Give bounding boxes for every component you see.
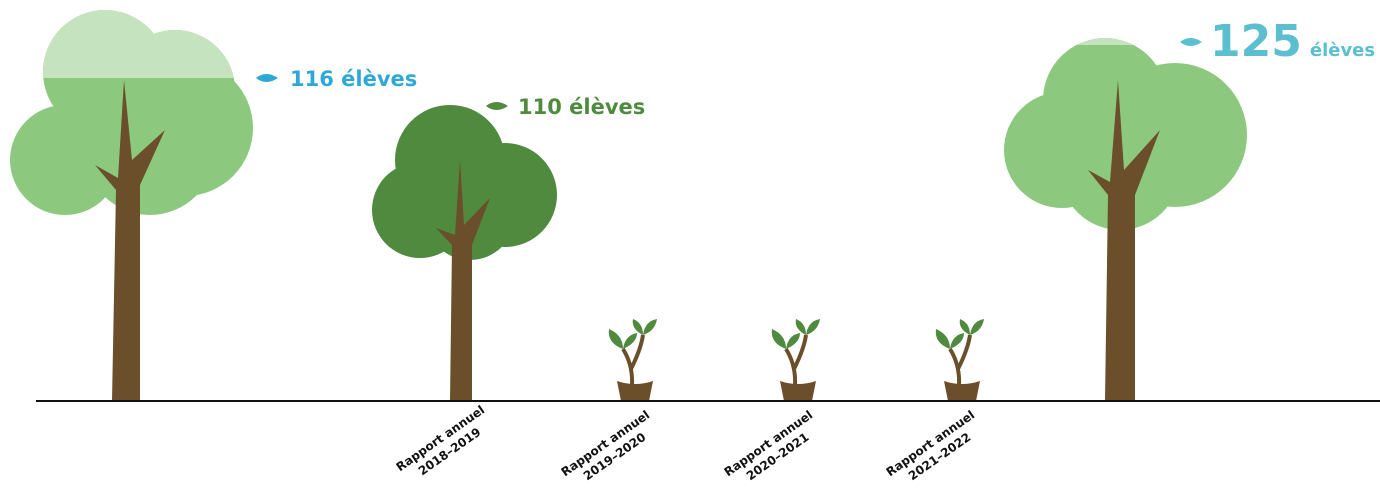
unit: élèves — [341, 67, 417, 91]
number: 110 — [518, 95, 562, 119]
unit: élèves — [569, 95, 645, 119]
tree-3 — [1004, 38, 1247, 401]
tree-2 — [372, 105, 557, 401]
sprout — [609, 319, 657, 401]
leaf-icon — [1172, 38, 1202, 46]
number: 116 — [290, 67, 334, 91]
tree-label: 125 élèves — [1210, 16, 1375, 67]
leaf-icon — [478, 102, 508, 110]
report-label: Rapport annuel 2020–2021 — [722, 408, 825, 493]
report-label: Rapport annuel 2019–2020 — [559, 408, 662, 493]
tree-1 — [10, 10, 253, 401]
page: {"trees": [ {"number": "116", "unit": "é… — [0, 0, 1380, 503]
number: 125 — [1210, 16, 1302, 67]
infographic: 116 élèves 110 élèves 125 élèves Rapport … — [0, 0, 1380, 503]
report-label: Rapport annuel 2018–2019 — [394, 403, 497, 488]
sprout — [936, 319, 984, 401]
tree-label: 110 élèves — [518, 95, 645, 119]
sprout — [772, 319, 820, 401]
tree-label: 116 élèves — [290, 67, 417, 91]
report-label: Rapport annuel 2021–2022 — [884, 408, 987, 493]
unit: élèves — [1310, 40, 1375, 61]
leaf-icon — [248, 74, 278, 82]
